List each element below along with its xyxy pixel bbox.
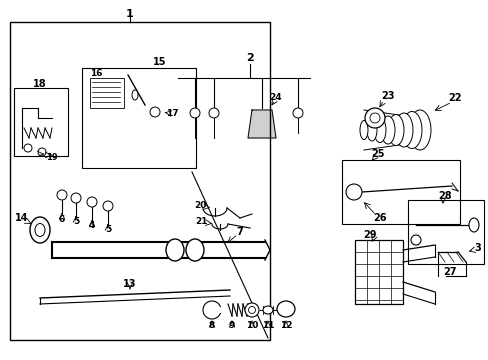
Text: 23: 23 [381,91,394,101]
Ellipse shape [394,113,412,147]
Text: 27: 27 [442,267,456,277]
Circle shape [87,197,97,207]
Text: 25: 25 [370,149,384,159]
Bar [10,22,269,340]
Text: 15: 15 [153,57,166,67]
Text: 9: 9 [228,321,235,330]
Bar [82,68,196,168]
Text: 2: 2 [245,53,253,63]
Text: 22: 22 [447,93,461,103]
Text: 10: 10 [245,321,258,330]
Text: 6: 6 [59,215,65,224]
Ellipse shape [380,116,394,144]
Text: 19: 19 [46,153,58,162]
Ellipse shape [132,90,138,100]
Polygon shape [247,110,275,138]
Ellipse shape [410,235,420,245]
Bar [90,78,124,108]
Text: 5: 5 [73,217,79,226]
Ellipse shape [468,218,478,232]
Ellipse shape [387,114,403,145]
Circle shape [24,144,32,152]
Text: 1: 1 [126,9,134,19]
Circle shape [57,190,67,200]
Text: 18: 18 [33,79,47,89]
Text: 4: 4 [89,221,95,230]
Circle shape [71,193,81,203]
Ellipse shape [401,112,421,148]
Ellipse shape [165,239,183,261]
Ellipse shape [366,119,376,141]
Ellipse shape [276,301,294,317]
Text: 28: 28 [437,191,451,201]
Ellipse shape [364,108,384,128]
Text: 8: 8 [208,321,215,330]
Ellipse shape [244,303,259,317]
Text: 16: 16 [90,69,102,78]
Circle shape [190,108,200,118]
Text: 12: 12 [279,321,292,330]
Text: 24: 24 [269,94,282,103]
Text: 7: 7 [236,227,243,237]
Bar [14,88,68,156]
Circle shape [103,201,113,211]
Ellipse shape [359,121,367,139]
Text: 11: 11 [261,321,274,330]
Circle shape [150,107,160,117]
Circle shape [292,108,303,118]
Bar [407,200,483,264]
Circle shape [346,184,361,200]
Ellipse shape [185,239,203,261]
Text: 17: 17 [165,109,178,118]
Text: 29: 29 [363,230,376,240]
Circle shape [38,148,46,156]
Ellipse shape [408,110,430,150]
Text: 5: 5 [104,225,111,234]
Bar [341,160,459,224]
Ellipse shape [373,117,385,143]
Ellipse shape [35,224,45,237]
Text: 13: 13 [123,279,137,289]
Text: 20: 20 [193,202,206,211]
Text: 21: 21 [195,217,208,226]
Text: 14: 14 [15,213,29,223]
Bar [354,240,402,304]
Ellipse shape [30,217,50,243]
Ellipse shape [248,306,255,314]
Text: 3: 3 [474,243,480,253]
Text: 26: 26 [372,213,386,223]
Ellipse shape [369,113,379,123]
Circle shape [208,108,219,118]
Ellipse shape [263,306,272,314]
